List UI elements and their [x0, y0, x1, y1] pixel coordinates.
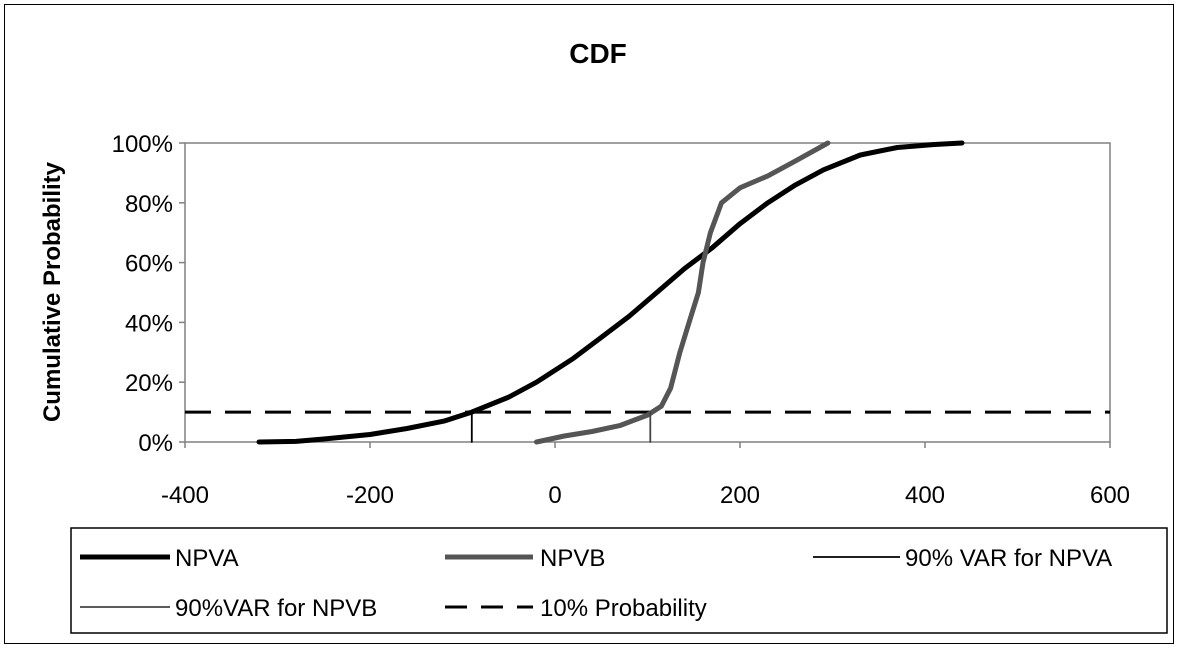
x-tick-label: -400	[161, 482, 209, 509]
series-line-npva	[256, 140, 965, 445]
x-tick-label: -200	[346, 482, 394, 509]
chart-title: CDF	[569, 38, 627, 69]
y-axis: 0% 20% 40% 60% 80% 100%	[112, 131, 185, 457]
x-tick-label: 600	[1090, 482, 1130, 509]
y-tick-label: 40%	[125, 310, 173, 337]
chart-frame: CDF Cumulative Probability 0% 20% 40% 60% 80…	[4, 4, 1174, 644]
series-line-npvb	[534, 140, 831, 445]
series-layer	[185, 140, 1110, 445]
legend-label-10-probability: 10% Probability	[540, 595, 707, 622]
x-tick-label: 200	[720, 482, 760, 509]
plot-area	[184, 142, 1111, 443]
legend-label-npvb: NPVB	[540, 545, 605, 572]
x-tick-label: 0	[548, 482, 561, 509]
legend-label-npva: NPVA	[175, 545, 239, 572]
y-tick-label: 80%	[125, 191, 173, 218]
legend-label-90-var-for-npva: 90% VAR for NPVA	[905, 545, 1112, 572]
legend-label-90-var-for-npvb: 90%VAR for NPVB	[175, 595, 377, 622]
x-tick-label: 400	[905, 482, 945, 509]
x-axis: -400 -200 0 200 400 600	[161, 442, 1130, 509]
cdf-chart: CDF Cumulative Probability 0% 20% 40% 60% 80…	[39, 38, 1168, 634]
y-tick-label: 0%	[138, 430, 173, 457]
y-tick-label: 20%	[125, 370, 173, 397]
y-tick-label: 60%	[125, 251, 173, 278]
legend	[70, 527, 1168, 634]
y-axis-label: Cumulative Probability	[39, 161, 66, 422]
y-tick-label: 100%	[112, 131, 173, 158]
legend-items: NPVA NPVB 90% VAR for NPVA 90%VAR for NPVB 1…	[80, 545, 1112, 622]
